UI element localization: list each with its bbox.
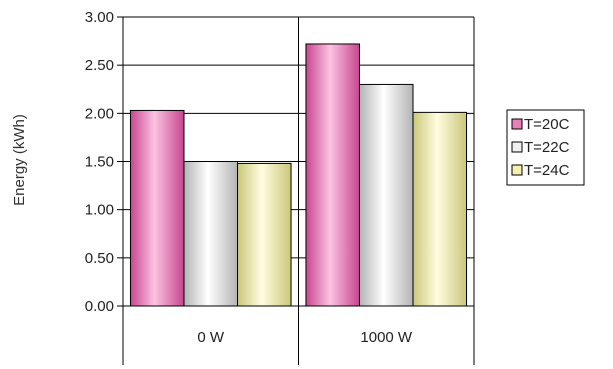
bar-T=20C-1000 W xyxy=(305,43,360,307)
bar-T=24C-0 W xyxy=(237,162,292,307)
legend-swatch xyxy=(511,164,523,176)
legend-label: T=20C xyxy=(524,116,570,133)
legend-swatch xyxy=(511,141,523,153)
y-tick-label: 1.50 xyxy=(85,154,114,171)
y-tick-label: 2.00 xyxy=(85,105,114,122)
y-axis-label: Energy (kWh) xyxy=(11,114,28,206)
bar-T=22C-0 W xyxy=(183,161,239,307)
x-tick-label: 1000 W xyxy=(360,329,413,346)
y-tick-label: 0.00 xyxy=(85,298,114,315)
y-tick-label: 2.50 xyxy=(85,57,114,74)
bar-T=24C-1000 W xyxy=(412,111,468,307)
x-tick-label: 0 W xyxy=(197,329,225,346)
legend-label: T=24C xyxy=(524,162,570,179)
y-tick-label: 0.50 xyxy=(85,250,114,267)
bar-T=22C-1000 W xyxy=(358,83,414,307)
y-tick-label: 3.00 xyxy=(85,9,114,26)
y-tick-label: 1.00 xyxy=(85,202,114,219)
bar-T=20C-0 W xyxy=(129,109,185,307)
legend-swatch xyxy=(511,118,523,130)
legend-label: T=22C xyxy=(524,139,570,156)
